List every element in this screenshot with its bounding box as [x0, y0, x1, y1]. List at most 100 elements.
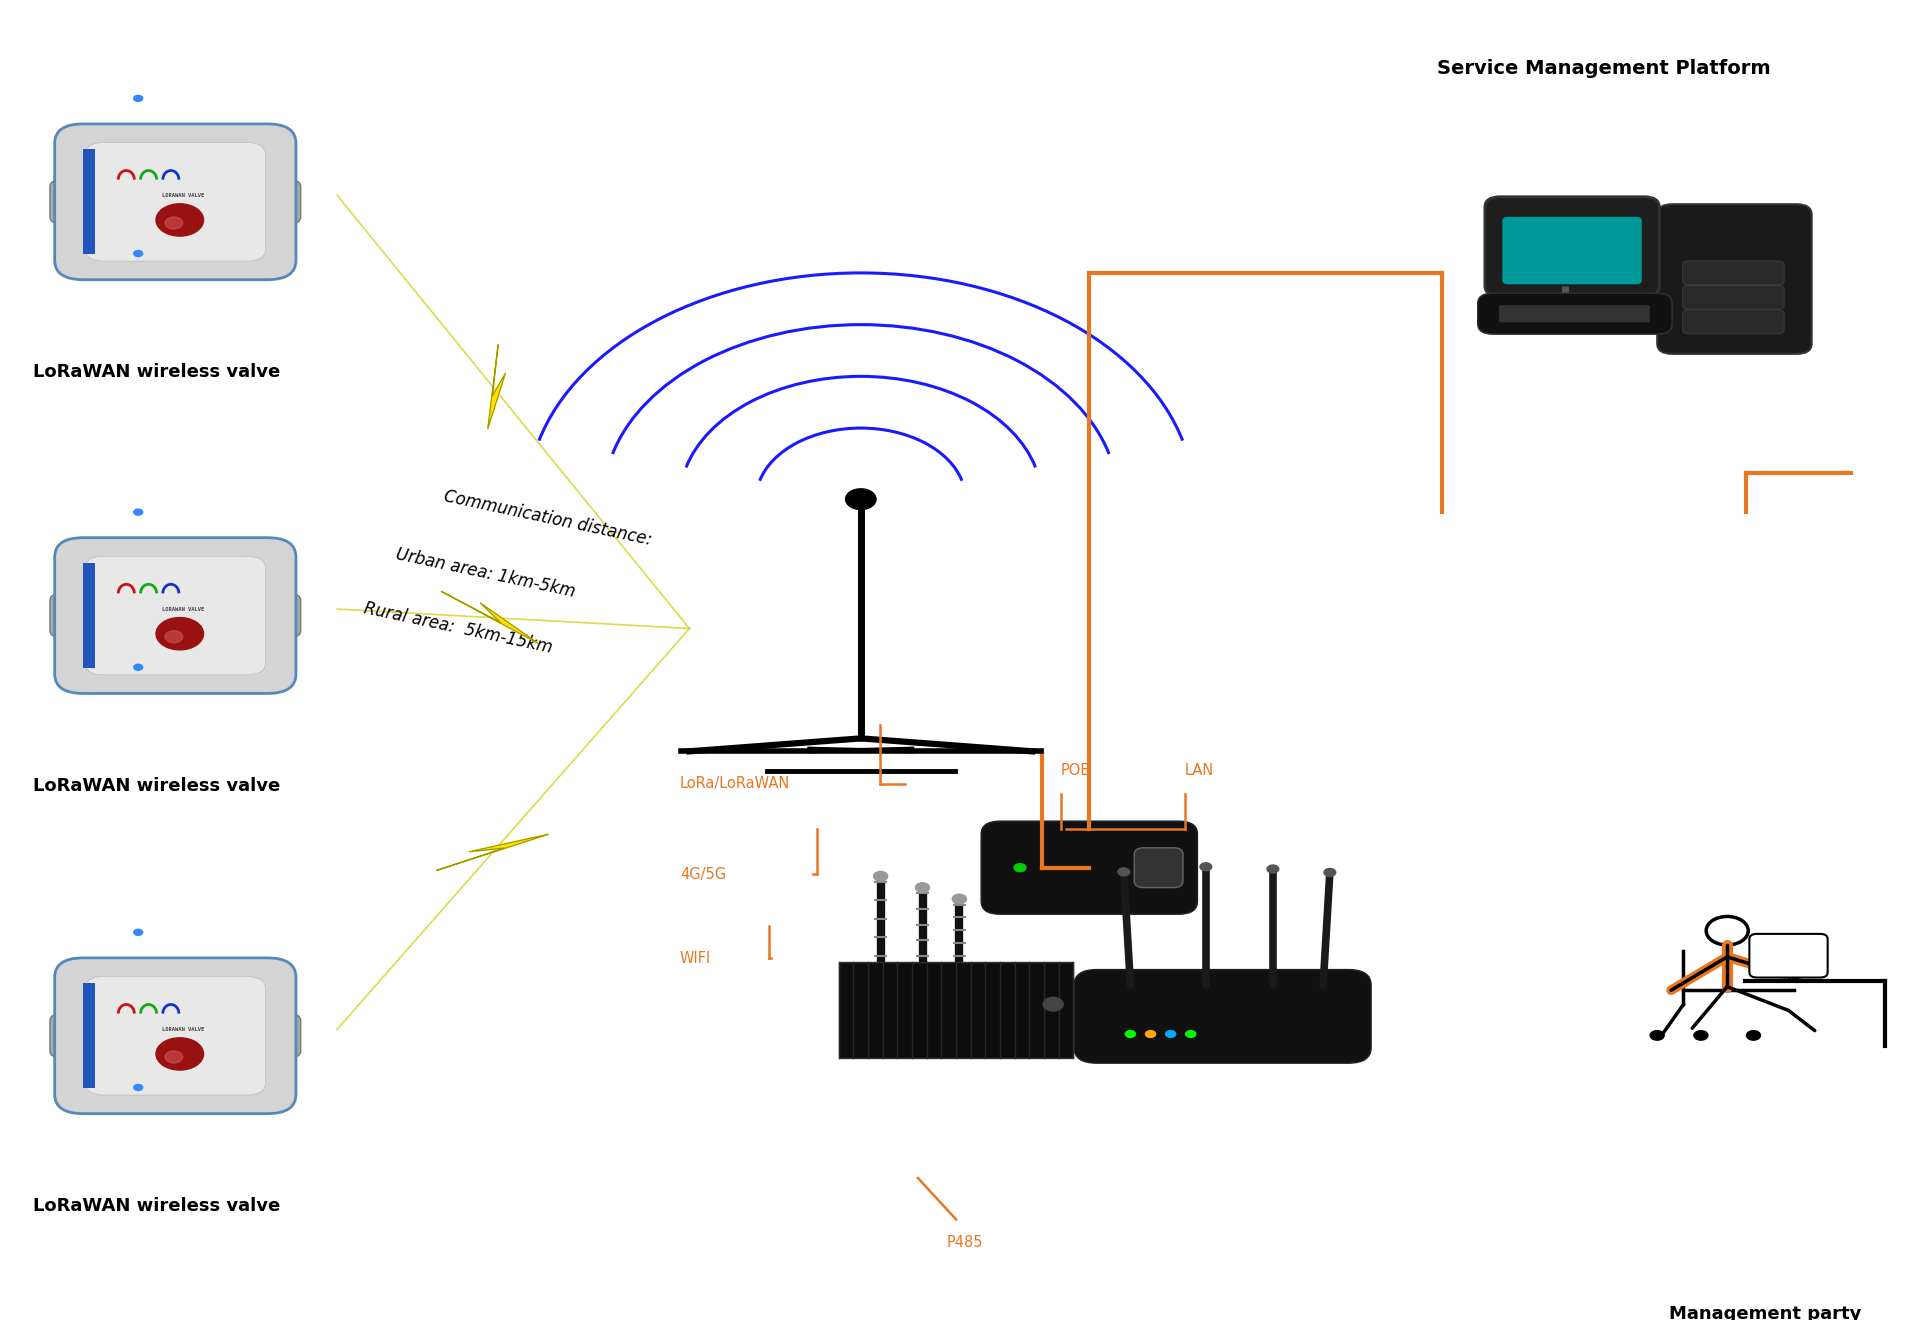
Text: P485: P485	[946, 1236, 983, 1250]
FancyBboxPatch shape	[981, 821, 1197, 915]
FancyBboxPatch shape	[1485, 197, 1660, 296]
Bar	[839, 961, 1073, 1059]
FancyBboxPatch shape	[1134, 847, 1182, 887]
FancyBboxPatch shape	[1589, 305, 1604, 312]
FancyBboxPatch shape	[1529, 310, 1545, 317]
FancyBboxPatch shape	[1558, 310, 1575, 317]
Circle shape	[1199, 863, 1211, 871]
Circle shape	[1694, 1031, 1708, 1040]
Circle shape	[134, 251, 142, 256]
Polygon shape	[441, 591, 539, 644]
Circle shape	[165, 631, 182, 643]
Bar	[83, 149, 96, 255]
Circle shape	[1267, 865, 1278, 873]
FancyBboxPatch shape	[1750, 933, 1827, 978]
Circle shape	[155, 1038, 203, 1071]
FancyBboxPatch shape	[1529, 305, 1545, 312]
FancyBboxPatch shape	[1604, 310, 1620, 317]
Circle shape	[134, 1085, 142, 1090]
FancyBboxPatch shape	[1545, 310, 1560, 317]
FancyBboxPatch shape	[1633, 310, 1650, 317]
Circle shape	[1119, 867, 1130, 876]
Text: LoRaWAN wireless valve: LoRaWAN wireless valve	[33, 1197, 280, 1216]
FancyBboxPatch shape	[1514, 310, 1529, 317]
Bar	[83, 983, 96, 1088]
FancyBboxPatch shape	[50, 594, 98, 638]
FancyBboxPatch shape	[1683, 310, 1785, 334]
Circle shape	[1186, 1031, 1196, 1038]
FancyBboxPatch shape	[251, 594, 301, 638]
FancyBboxPatch shape	[1558, 315, 1575, 322]
Text: LORAWAN VALVE: LORAWAN VALVE	[161, 193, 203, 198]
Text: Communication distance:: Communication distance:	[441, 487, 652, 549]
FancyBboxPatch shape	[54, 124, 296, 280]
FancyBboxPatch shape	[50, 181, 98, 223]
Text: LoRaWAN wireless valve: LoRaWAN wireless valve	[33, 777, 280, 795]
Text: 4G/5G: 4G/5G	[679, 867, 725, 882]
Polygon shape	[438, 834, 549, 870]
FancyBboxPatch shape	[1683, 285, 1785, 309]
FancyBboxPatch shape	[1529, 315, 1545, 322]
FancyBboxPatch shape	[1558, 305, 1575, 312]
Text: LoRa/LoRaWAN: LoRa/LoRaWAN	[679, 776, 791, 791]
FancyBboxPatch shape	[1478, 293, 1671, 334]
Text: LoRaWAN wireless valve: LoRaWAN wireless valve	[33, 363, 280, 381]
Circle shape	[134, 510, 142, 515]
FancyBboxPatch shape	[1604, 305, 1620, 312]
FancyBboxPatch shape	[1574, 310, 1589, 317]
Text: LORAWAN VALVE: LORAWAN VALVE	[161, 607, 203, 612]
Circle shape	[952, 894, 967, 904]
Circle shape	[134, 664, 142, 671]
FancyBboxPatch shape	[1620, 315, 1635, 322]
Text: Urban area: 1km-5km: Urban area: 1km-5km	[393, 545, 578, 601]
FancyBboxPatch shape	[1589, 315, 1604, 322]
Circle shape	[1165, 1031, 1176, 1038]
Circle shape	[165, 216, 182, 230]
FancyBboxPatch shape	[1503, 216, 1643, 284]
FancyBboxPatch shape	[1633, 315, 1650, 322]
FancyBboxPatch shape	[1620, 305, 1635, 312]
FancyBboxPatch shape	[251, 1014, 301, 1057]
FancyBboxPatch shape	[84, 143, 265, 261]
FancyBboxPatch shape	[1075, 970, 1370, 1063]
FancyBboxPatch shape	[1683, 261, 1785, 285]
Circle shape	[134, 95, 142, 102]
Circle shape	[1324, 869, 1336, 876]
FancyBboxPatch shape	[84, 556, 265, 675]
FancyBboxPatch shape	[1633, 305, 1650, 312]
Circle shape	[1146, 1031, 1155, 1038]
Bar	[83, 564, 96, 668]
Polygon shape	[487, 345, 505, 429]
Text: POE: POE	[1061, 763, 1090, 779]
FancyBboxPatch shape	[1589, 310, 1604, 317]
Circle shape	[165, 1051, 182, 1063]
FancyBboxPatch shape	[54, 958, 296, 1114]
Circle shape	[1013, 863, 1027, 871]
FancyBboxPatch shape	[1514, 305, 1529, 312]
FancyBboxPatch shape	[1545, 315, 1560, 322]
FancyBboxPatch shape	[1620, 310, 1635, 317]
Text: LAN: LAN	[1184, 763, 1215, 779]
Circle shape	[155, 618, 203, 649]
Circle shape	[1125, 1031, 1136, 1038]
Circle shape	[873, 871, 888, 880]
FancyBboxPatch shape	[1499, 305, 1514, 312]
FancyBboxPatch shape	[1574, 305, 1589, 312]
Text: Rural area:  5km-15km: Rural area: 5km-15km	[363, 599, 555, 657]
FancyBboxPatch shape	[1574, 315, 1589, 322]
Circle shape	[915, 883, 929, 892]
FancyBboxPatch shape	[50, 1014, 98, 1057]
Text: Service Management Platform: Service Management Platform	[1437, 59, 1769, 78]
Circle shape	[155, 203, 203, 236]
FancyBboxPatch shape	[251, 181, 301, 223]
FancyBboxPatch shape	[54, 537, 296, 693]
Circle shape	[134, 929, 142, 936]
FancyBboxPatch shape	[1545, 305, 1560, 312]
FancyBboxPatch shape	[84, 977, 265, 1096]
Text: LORAWAN VALVE: LORAWAN VALVE	[161, 1027, 203, 1032]
Text: Management party: Management party	[1670, 1304, 1861, 1320]
Circle shape	[1044, 998, 1063, 1011]
Circle shape	[1746, 1031, 1760, 1040]
Circle shape	[1650, 1031, 1664, 1040]
Text: WIFI: WIFI	[679, 950, 712, 966]
